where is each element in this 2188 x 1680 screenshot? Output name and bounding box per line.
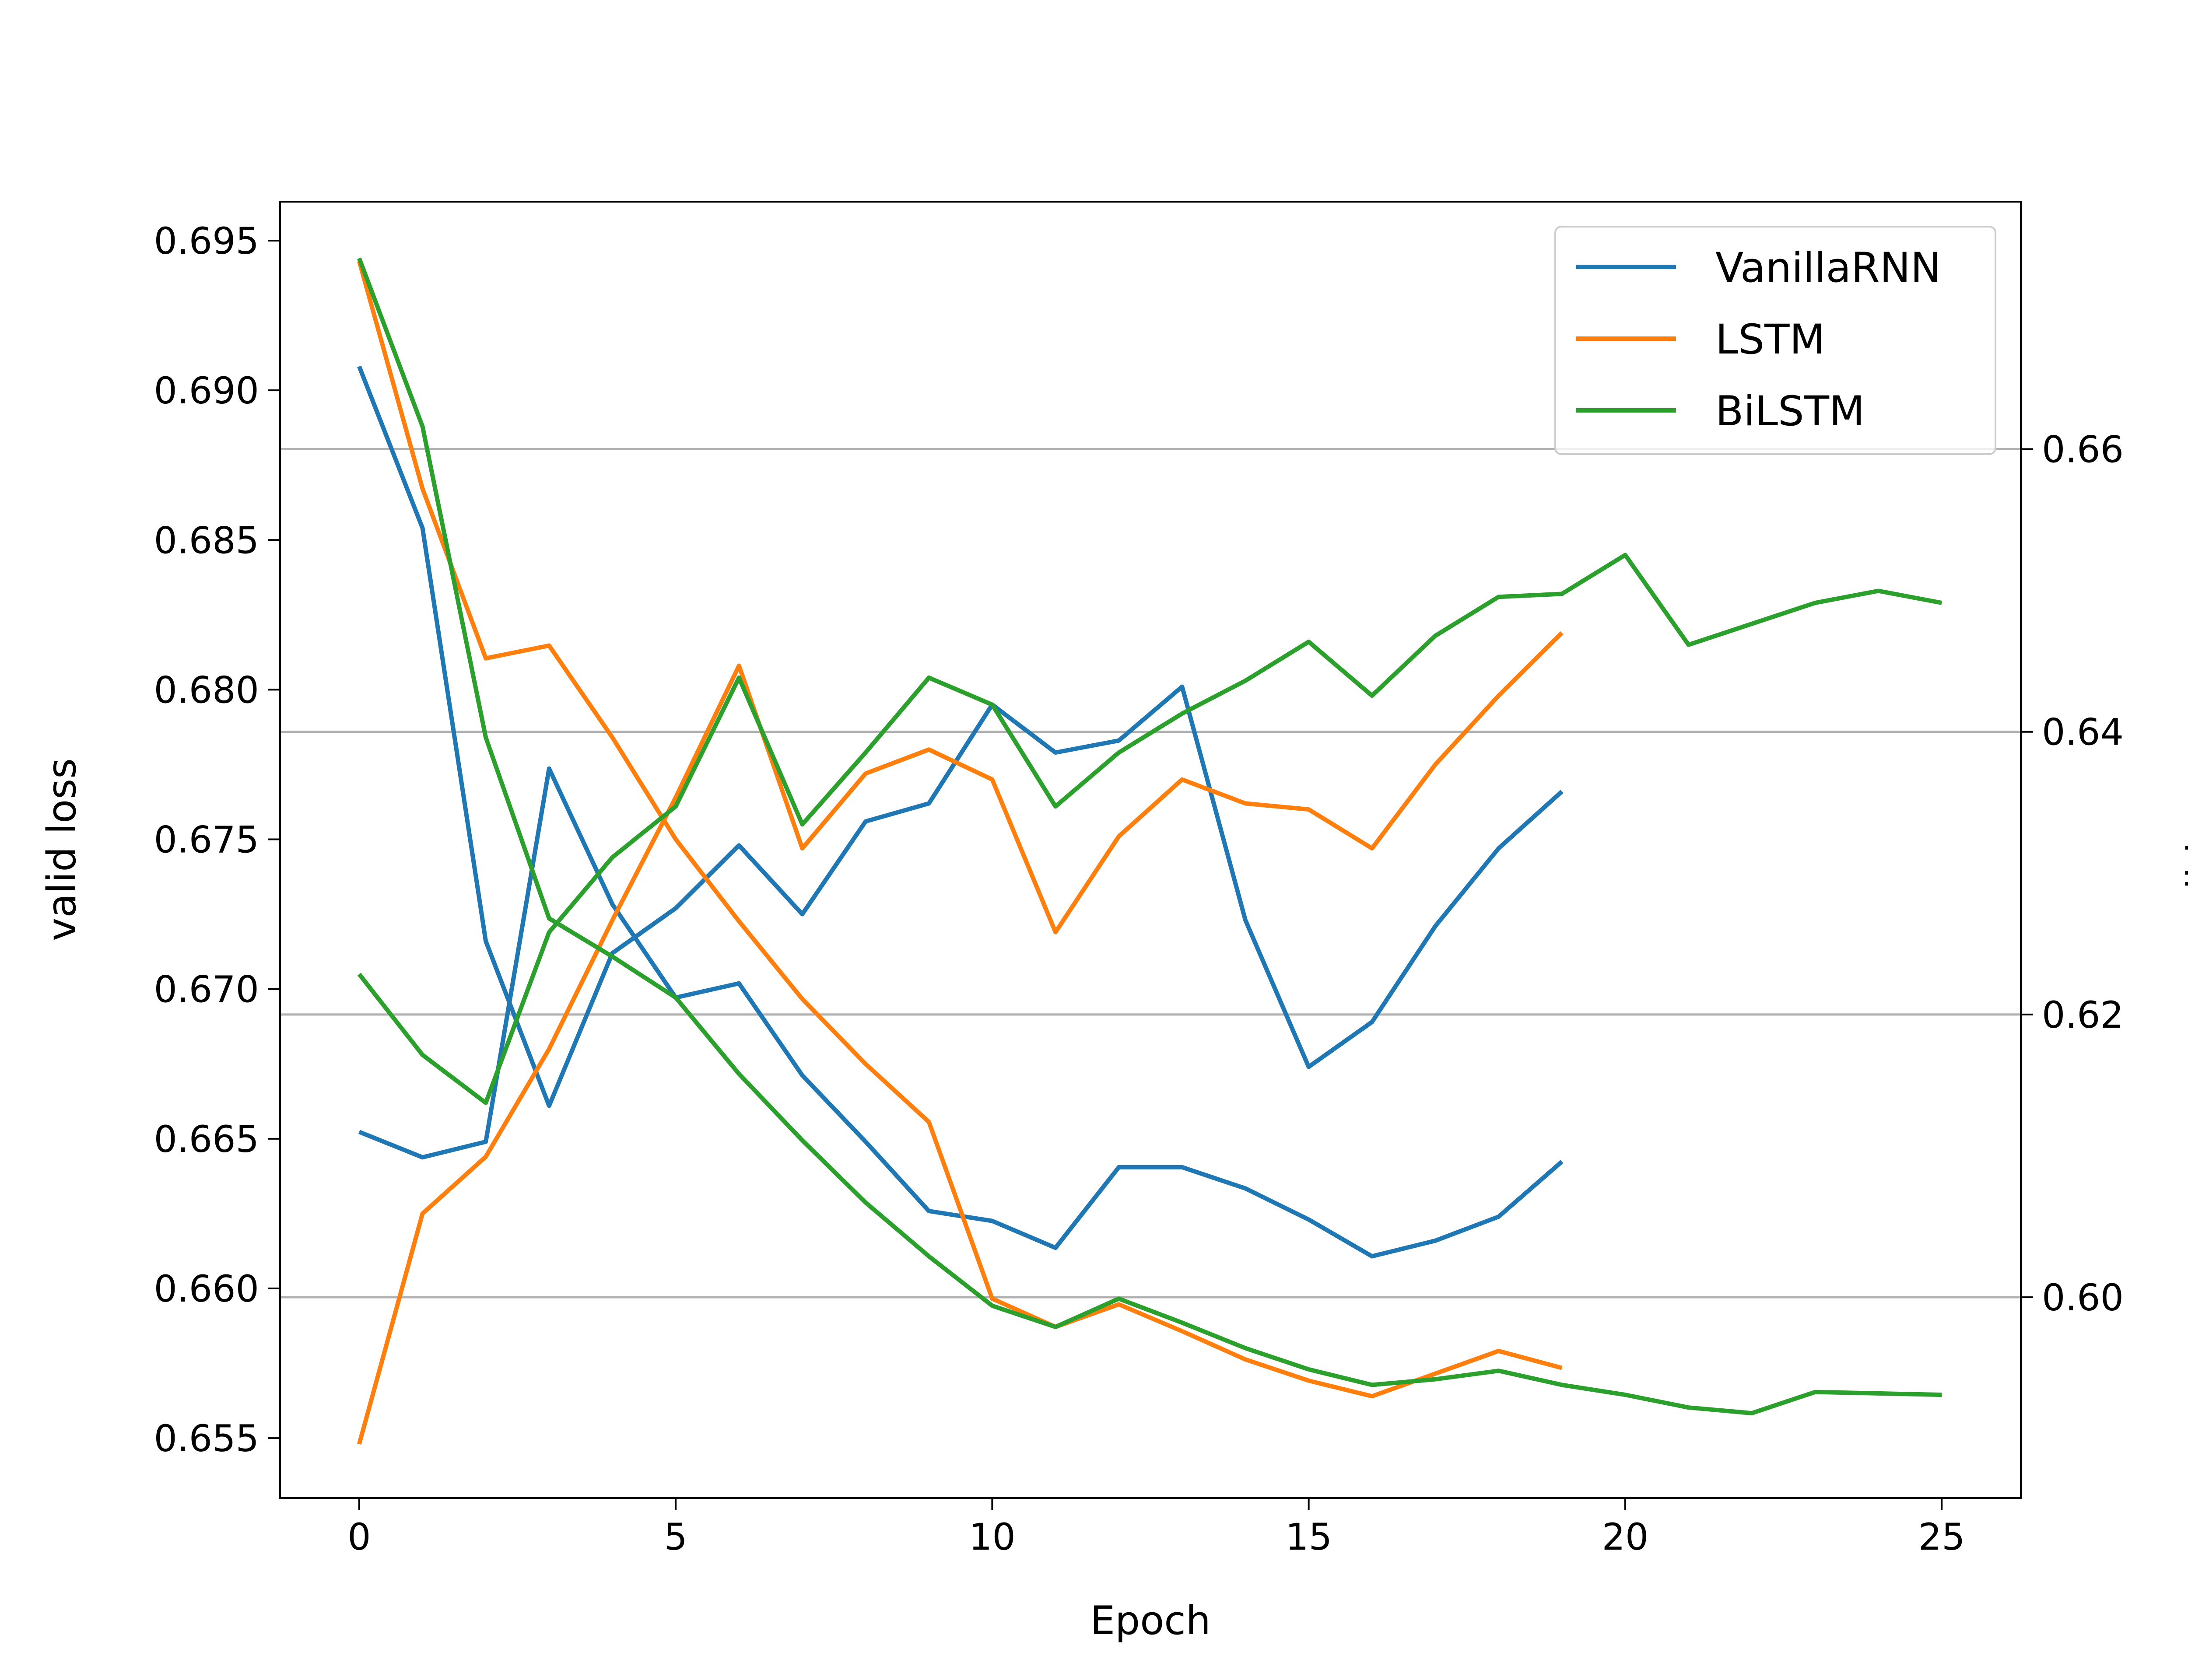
- y-tick-left-label-0: 0.655: [154, 1417, 259, 1460]
- legend-label-vanillarnn: VanillaRNN: [1715, 244, 1941, 292]
- y-tick-right-label-0: 0.60: [2042, 1276, 2124, 1319]
- y-tick-left-label-1: 0.660: [154, 1267, 259, 1310]
- series-lines: [357, 257, 1943, 1445]
- x-tick-label-3: 15: [1285, 1516, 1332, 1558]
- y-tick-left-label-8: 0.695: [154, 220, 259, 262]
- legend-label-lstm: LSTM: [1715, 316, 1825, 364]
- y-tick-left-label-6: 0.685: [154, 519, 259, 562]
- x-tick-label-2: 10: [969, 1516, 1016, 1558]
- series-line-lstm-loss: [357, 631, 1564, 1445]
- series-line-bilstm-acc: [357, 257, 1942, 1416]
- series-line-bilstm-loss: [357, 553, 1943, 1105]
- y-axis-label-right: valid acc: [2179, 763, 2188, 937]
- legend-box: [1554, 226, 1996, 455]
- y-tick-left-label-5: 0.680: [154, 668, 259, 711]
- x-tick-label-1: 5: [664, 1516, 687, 1558]
- y-axis-label-left: valid loss: [39, 758, 85, 941]
- axis-ticks: 0 5 10 15 20 25 0.655 0.660 0.665 0.670 0.675 0.680…: [154, 220, 2124, 1558]
- x-tick-label-5: 25: [1918, 1516, 1965, 1558]
- y-tick-left-label-3: 0.670: [154, 968, 259, 1011]
- plot-frame: [279, 201, 2022, 1499]
- y-tick-left-label-4: 0.675: [154, 819, 259, 861]
- y-tick-right-label-2: 0.64: [2042, 711, 2124, 754]
- legend: VanillaRNN LSTM BiLSTM: [1554, 226, 1996, 455]
- x-tick-label-0: 0: [347, 1516, 371, 1558]
- y-tick-left-label-7: 0.690: [154, 369, 259, 412]
- y-tick-right-label-3: 0.66: [2042, 428, 2124, 471]
- series-line-lstm-acc: [357, 260, 1563, 1399]
- y-tick-left-label-2: 0.665: [154, 1118, 259, 1161]
- x-axis-label: Epoch: [1090, 1598, 1211, 1644]
- y-tick-right-label-1: 0.62: [2042, 994, 2124, 1036]
- legend-label-bilstm: BiLSTM: [1715, 388, 1865, 435]
- series-line-vanillarnn-loss: [357, 365, 1564, 1108]
- x-tick-label-4: 20: [1602, 1516, 1648, 1558]
